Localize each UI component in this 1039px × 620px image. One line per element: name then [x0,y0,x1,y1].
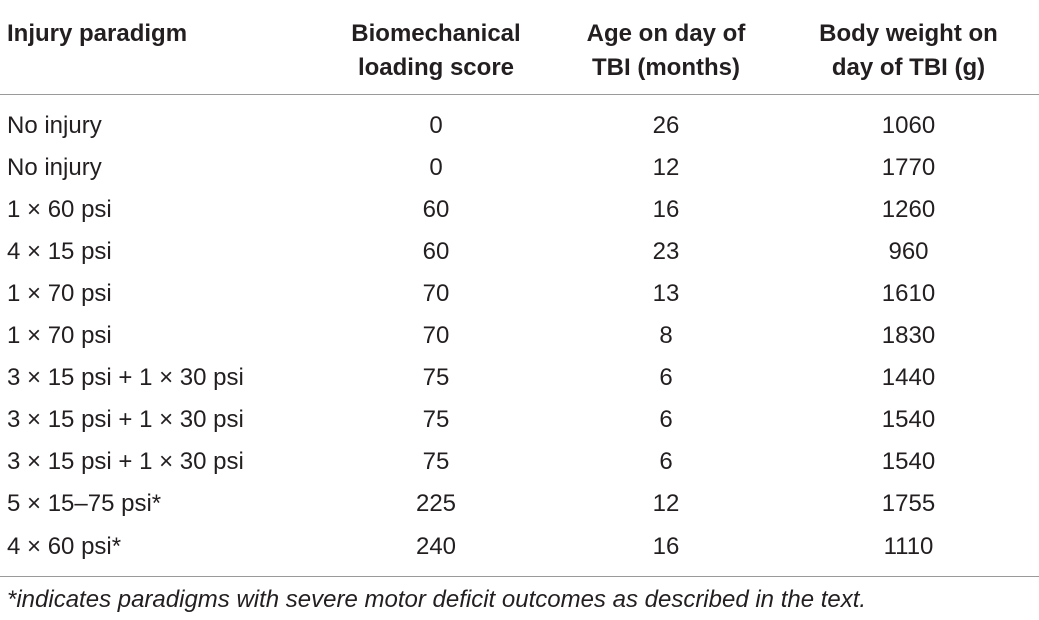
table-row: 5 × 15–75 psi* 225 12 1755 [0,483,1039,525]
header-body-weight-on-day-of-tbi: Body weight on day of TBI (g) [778,0,1039,95]
cell-age: 8 [659,322,673,349]
cell-loading-score: 70 [422,280,450,307]
cell-injury-paradigm: 1 × 70 psi [7,280,112,307]
table-row: 4 × 60 psi* 240 16 1110 [0,525,1039,569]
header-weight-line2: day of TBI (g) [831,54,986,81]
table-row: 1 × 70 psi 70 8 1830 [0,315,1039,357]
header-injury-paradigm: Injury paradigm [0,0,318,95]
header-biomechanical-loading-score: Biomechanical loading score [318,0,554,95]
cell-age: 12 [652,154,680,181]
cell-body-weight: 1610 [881,280,936,307]
injury-paradigm-table: Injury paradigm Biomechanical loading sc… [0,0,1039,569]
cell-age: 13 [652,280,680,307]
cell-loading-score: 70 [422,322,450,349]
cell-loading-score: 60 [422,238,450,265]
cell-age: 6 [659,448,673,475]
cell-body-weight: 1830 [881,322,936,349]
cell-body-weight: 1440 [881,364,936,391]
cell-injury-paradigm: 4 × 60 psi* [7,533,122,560]
cell-body-weight: 1540 [881,448,936,475]
cell-loading-score: 60 [422,196,450,223]
cell-age: 6 [659,406,673,433]
cell-injury-paradigm: 3 × 15 psi + 1 × 30 psi [7,364,244,391]
cell-body-weight: 1260 [881,196,936,223]
table-row: 3 × 15 psi + 1 × 30 psi 75 6 1440 [0,357,1039,399]
table-row: 1 × 70 psi 70 13 1610 [0,273,1039,315]
cell-injury-paradigm: 3 × 15 psi + 1 × 30 psi [7,406,244,433]
cell-body-weight: 960 [888,238,929,265]
cell-age: 16 [652,196,680,223]
cell-injury-paradigm: 1 × 70 psi [7,322,112,349]
cell-body-weight: 1755 [881,490,936,517]
cell-injury-paradigm: 3 × 15 psi + 1 × 30 psi [7,448,244,475]
cell-body-weight: 1770 [881,154,936,181]
header-biomechanical-line2: loading score [357,54,515,81]
cell-loading-score: 75 [422,364,450,391]
header-injury-paradigm-text: Injury paradigm [7,20,188,47]
cell-injury-paradigm: No injury [7,112,102,139]
cell-age: 6 [659,364,673,391]
table-row: No injury 0 12 1770 [0,147,1039,189]
cell-injury-paradigm: 4 × 15 psi [7,238,112,265]
table-row: No injury 0 26 1060 [0,95,1039,148]
header-age-on-day-of-tbi: Age on day of TBI (months) [554,0,778,95]
table-footnote: *indicates paradigms with severe motor d… [7,586,867,613]
cell-age: 16 [652,533,680,560]
cell-injury-paradigm: 5 × 15–75 psi* [7,490,162,517]
header-age-line2: TBI (months) [592,54,740,81]
table-row: 3 × 15 psi + 1 × 30 psi 75 6 1540 [0,441,1039,483]
table-header-row: Injury paradigm Biomechanical loading sc… [0,0,1039,95]
header-weight-line1: Body weight on [819,20,998,47]
cell-body-weight: 1110 [883,533,934,560]
cell-age: 23 [652,238,680,265]
cell-age: 12 [652,490,680,517]
table-row: 1 × 60 psi 60 16 1260 [0,189,1039,231]
cell-loading-score: 0 [429,154,443,181]
cell-body-weight: 1060 [881,112,936,139]
header-biomechanical-line1: Biomechanical [351,20,521,47]
table-bottom-rule [0,576,1039,577]
cell-loading-score: 240 [415,533,457,560]
cell-injury-paradigm: No injury [7,154,102,181]
cell-age: 26 [652,112,680,139]
cell-body-weight: 1540 [881,406,936,433]
cell-loading-score: 0 [429,112,443,139]
header-age-line1: Age on day of [586,20,746,47]
cell-loading-score: 225 [415,490,457,517]
cell-loading-score: 75 [422,406,450,433]
cell-injury-paradigm: 1 × 60 psi [7,196,112,223]
cell-loading-score: 75 [422,448,450,475]
table-row: 3 × 15 psi + 1 × 30 psi 75 6 1540 [0,399,1039,441]
table-row: 4 × 15 psi 60 23 960 [0,231,1039,273]
